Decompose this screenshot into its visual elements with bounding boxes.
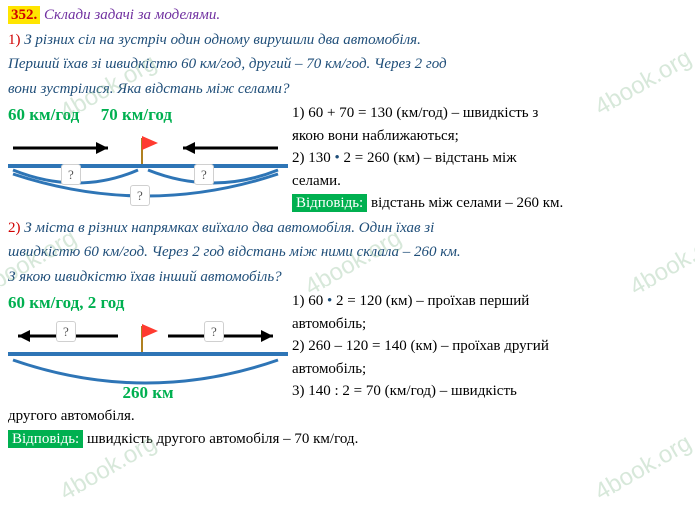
answer-line: Відповідь: швидкість другого автомобіля …	[8, 428, 687, 451]
problem2-section: 60 км/год, 2 год ? ? 260 км 1) 60 • 2 = …	[8, 290, 687, 405]
solution-step: другого автомобіля.	[8, 405, 687, 428]
solution-step: 2) 130 • 2 = 260 (км) – відстань між	[292, 147, 687, 170]
speed1-label: 60 км/год	[8, 105, 79, 124]
problem2-solution: 1) 60 • 2 = 120 (км) – проїхав перший ав…	[292, 290, 687, 403]
problem-text: З якою швидкістю їхав інший автомобіль	[8, 269, 274, 285]
solution-step: 1) 60 + 70 = 130 (км/год) – швидкість з	[292, 102, 687, 125]
solution-step: якою вони наближаються;	[292, 125, 687, 148]
q-box: ?	[194, 164, 214, 186]
problem-text: вони зустрілися. Яка відстань між селами	[8, 81, 282, 97]
problem1-section: 60 км/год 70 км/год ? ? ?	[8, 102, 687, 215]
answer-text: швидкість другого автомобіля – 70 км/год…	[83, 431, 358, 447]
problem1-line1: 1) З різних сіл на зустріч один одному в…	[8, 29, 687, 52]
problem2-diagram: 60 км/год, 2 год ? ? 260 км	[8, 290, 288, 405]
answer-label: Відповідь:	[292, 194, 367, 212]
arrow-row	[8, 130, 288, 166]
problem1-line2: Перший їхав зі швидкістю 60 км/год, друг…	[8, 53, 687, 76]
task-header: 352. Склади задачі за моделями.	[8, 4, 687, 27]
diagram-svg-arrows	[8, 130, 288, 166]
problem1-diagram: 60 км/год 70 км/год ? ? ?	[8, 102, 288, 206]
subtask-number: 1)	[8, 32, 21, 48]
speed2-label: 70 км/год	[101, 105, 172, 124]
task-title: Склади задачі за моделями.	[44, 7, 220, 23]
diagram-svg-arrows	[8, 318, 288, 354]
q-box: ?	[61, 164, 81, 186]
diagram-svg-curve	[8, 356, 288, 394]
solution-step: 3) 140 : 2 = 70 (км/год) – швидкість	[292, 380, 687, 403]
problem2-line3: З якою швидкістю їхав інший автомобіль?	[8, 266, 687, 289]
solution-step: селами.	[292, 170, 687, 193]
problem2-line2: швидкістю 60 км/год. Через 2 год відстан…	[8, 241, 687, 264]
answer-text: відстань між селами – 260 км.	[367, 195, 563, 211]
q-box: ?	[130, 185, 150, 207]
solution-step: автомобіль;	[292, 358, 687, 381]
question-mark: ?	[274, 269, 282, 285]
question-mark: ?	[282, 81, 290, 97]
arrow-row: ? ?	[8, 318, 288, 354]
answer-line: Відповідь: відстань між селами – 260 км.	[292, 192, 687, 215]
problem-text: З міста в різних напрямках виїхало два а…	[24, 220, 434, 236]
solution-step: автомобіль;	[292, 313, 687, 336]
solution-step: 1) 60 • 2 = 120 (км) – проїхав перший	[292, 290, 687, 313]
subtask-number: 2)	[8, 220, 21, 236]
solution-step: 2) 260 – 120 = 140 (км) – проїхав другий	[292, 335, 687, 358]
answer-label: Відповідь:	[8, 430, 83, 448]
curve-row	[8, 356, 288, 394]
speed-time-label: 60 км/год, 2 год	[8, 290, 288, 316]
problem1-line3: вони зустрілися. Яка відстань між селами…	[8, 78, 687, 101]
q-box: ?	[56, 321, 76, 343]
task-number: 352.	[8, 6, 40, 24]
curve-row: ? ? ?	[8, 168, 288, 206]
problem2-line1: 2) З міста в різних напрямках виїхало дв…	[8, 217, 687, 240]
problem-text: З різних сіл на зустріч один одному виру…	[24, 32, 421, 48]
problem1-solution: 1) 60 + 70 = 130 (км/год) – швидкість з …	[292, 102, 687, 215]
q-box: ?	[204, 321, 224, 343]
